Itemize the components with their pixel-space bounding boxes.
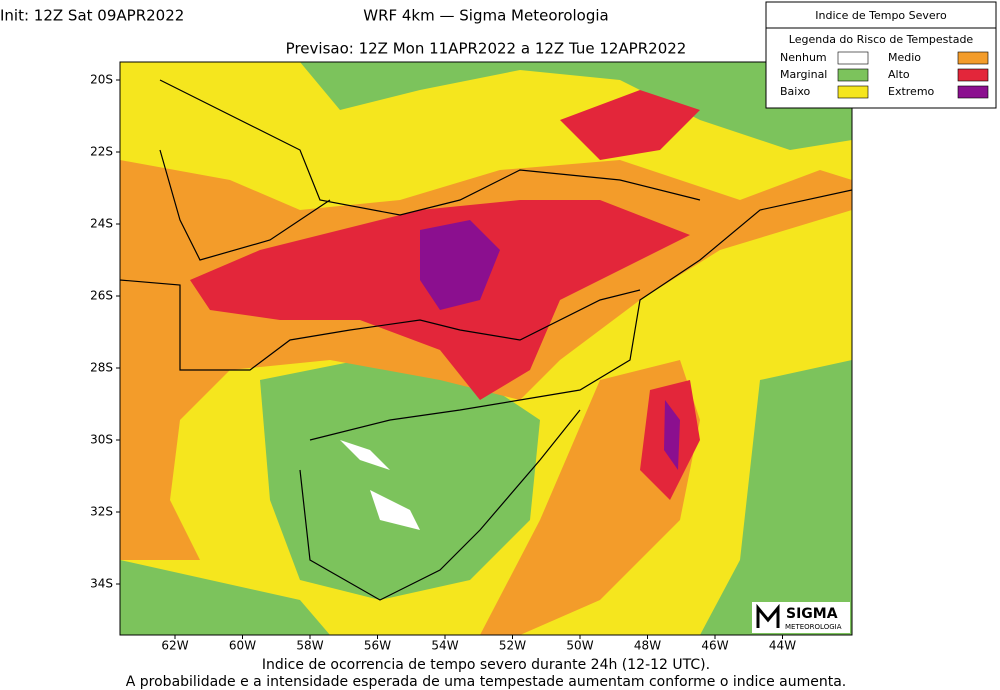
forecast-period: Previsao: 12Z Mon 11APR2022 a 12Z Tue 12… xyxy=(286,40,687,58)
latitude-label: 34S xyxy=(90,577,113,591)
longitude-label: 52W xyxy=(499,639,526,653)
legend-label: Extremo xyxy=(888,85,935,98)
legend-subtitle: Legenda do Risco de Tempestade xyxy=(789,33,974,46)
longitude-label: 58W xyxy=(296,639,323,653)
legend-label: Alto xyxy=(888,68,910,81)
legend-label: Marginal xyxy=(780,68,827,81)
legend-swatch xyxy=(957,68,989,82)
longitude-label: 50W xyxy=(566,639,593,653)
map xyxy=(120,62,852,635)
longitude-label: 48W xyxy=(634,639,661,653)
legend-label: Nenhum xyxy=(780,51,827,64)
longitude-label: 54W xyxy=(431,639,458,653)
init-time: Init: 12Z Sat 09APR2022 xyxy=(0,7,184,25)
title: WRF 4km — Sigma Meteorologia xyxy=(363,7,609,25)
map-frame xyxy=(119,61,853,636)
latitude-label: 30S xyxy=(90,433,113,447)
legend-swatch xyxy=(957,85,989,99)
legend-swatch xyxy=(957,51,989,65)
latitude-label: 26S xyxy=(90,289,113,303)
latitude-label: 24S xyxy=(90,217,113,231)
legend-title: Indice de Tempo Severo xyxy=(815,9,947,22)
latitude-label: 28S xyxy=(90,361,113,375)
longitude-label: 60W xyxy=(229,639,256,653)
legend-swatch xyxy=(837,68,869,82)
legend-label: Baixo xyxy=(780,85,811,98)
legend: Indice de Tempo Severo Legenda do Risco … xyxy=(765,1,997,109)
longitude-label: 56W xyxy=(364,639,391,653)
latitude-label: 20S xyxy=(90,73,113,87)
footer-line: Indice de ocorrencia de tempo severo dur… xyxy=(262,657,710,673)
logo-sub: METEOROLOGIA xyxy=(785,623,842,631)
longitude-label: 44W xyxy=(769,639,796,653)
logo-name: SIGMA xyxy=(786,606,838,622)
legend-label: Medio xyxy=(888,51,921,64)
longitude-label: 62W xyxy=(161,639,188,653)
footer-line: A probabilidade e a intensidade esperada… xyxy=(126,674,846,690)
legend-swatch xyxy=(837,85,869,99)
latitude-label: 32S xyxy=(90,505,113,519)
latitude-label: 22S xyxy=(90,145,113,159)
longitude-label: 46W xyxy=(701,639,728,653)
logo: SIGMA METEOROLOGIA xyxy=(752,602,850,633)
legend-swatch xyxy=(837,51,869,65)
